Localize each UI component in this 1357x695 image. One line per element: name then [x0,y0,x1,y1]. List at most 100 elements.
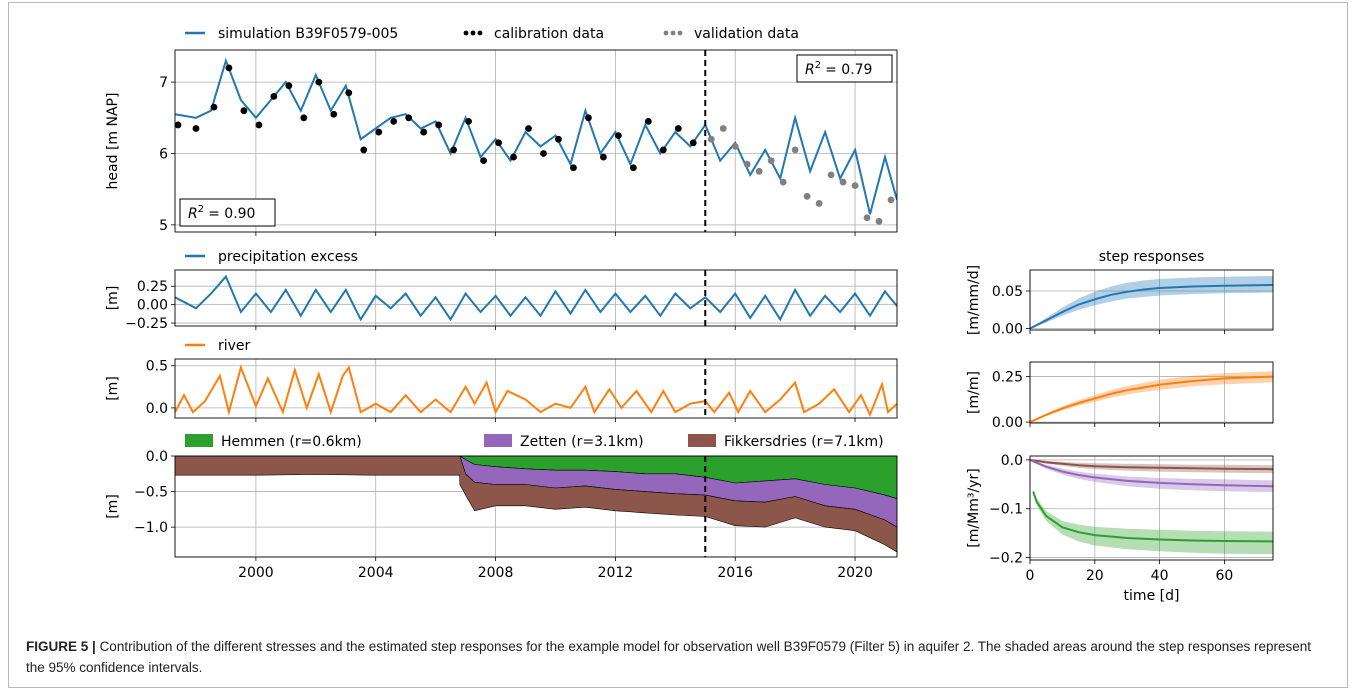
step_precipitation-ytick-label: 0.00 [992,322,1023,338]
legend-label: calibration data [494,26,604,42]
step_precipitation-frame [1029,269,1274,331]
precipitation-line [175,274,897,322]
step_precipitation-ylabel: [m/mm/d] [966,265,982,335]
step_wells-response-line [1030,458,1273,471]
validation-point [815,200,823,207]
legend-dot [470,30,476,36]
step_wells-confidence-band [1030,459,1273,474]
wells-xtick-label: 2008 [478,565,514,581]
precipitation-legend-label: precipitation excess [218,249,358,265]
step_wells-xtick-label: 20 [1086,568,1104,584]
validation-point [743,160,751,168]
wells-xtick-label: 2016 [717,565,753,581]
calibration-point [360,146,368,154]
step_wells-ylabel: [m/Mm³/yr] [966,468,982,547]
validation-point [851,182,859,190]
step_precipitation-confidence-band [1030,276,1273,329]
calibration-point [585,114,592,122]
calibration-point [405,114,413,122]
calibration-point [330,110,338,118]
validation-point [779,178,787,186]
simulation-line [175,57,897,215]
legend-dot [477,30,483,36]
r2-symbol: R [805,62,815,78]
head-ylabel: head [m NAP] [105,93,121,190]
step_wells-response-line [1032,491,1273,543]
river-ytick-label: 0.5 [146,359,168,375]
calibration-point [255,121,263,129]
calibration-point [192,125,200,132]
validation-point [887,196,895,204]
step_river-axes: 0.00 0.25 [m/m] [966,362,1273,431]
calibration-point [555,135,562,143]
validation-point [731,142,739,150]
caption-label: FIGURE 5 | [26,639,96,654]
calibration-point [465,117,472,125]
step_wells-ytick-label: −0.2 [989,551,1023,567]
precipitation-axes: 0.25 0.00 −0.25[m] [105,270,897,332]
wells-data [175,456,897,553]
legend-label: Hemmen (r=0.6km) [221,434,362,450]
legend-dot [463,30,469,36]
step_precipitation-ytick-label: 0.05 [992,284,1023,300]
calibration-point [570,164,577,172]
calibration-point [480,157,487,165]
step_river-data [1030,371,1273,423]
wells-ytick-label: 0.0 [146,449,168,465]
head-data [175,57,897,225]
calibration-point [450,146,458,154]
wells-frame [174,455,898,558]
legend-swatch [688,434,716,447]
calibration-point [300,114,308,122]
calibration-point [270,92,278,100]
step_river-confidence-band [1030,371,1273,423]
head-axes: 5 6 7 head [m NAP] [105,50,897,236]
step_wells-xtick-label: 60 [1215,568,1233,584]
head-ytick-label: 5 [159,218,168,234]
figure-caption: FIGURE 5 | Contribution of the different… [26,636,1316,678]
r2-exponent: 2 [815,60,821,71]
head-frame [174,49,898,233]
wells-ylabel: [m] [105,494,121,519]
validation-point [719,125,727,132]
calibration-point [614,132,622,140]
calibration-point [525,125,532,132]
legend-label: validation data [694,26,799,42]
step_wells-axes: 0.0 −0.1 −0.20 20 40 60 [m/Mm³/yr] time [d] [966,453,1273,604]
step_wells-response-line [1030,458,1273,488]
river-frame [174,358,898,419]
calibration-point [510,153,517,161]
step_wells-xlabel: time [d] [1124,588,1180,604]
wells-xtick-label: 2020 [837,565,873,581]
validation-point [875,217,883,225]
calibration-point [644,117,652,125]
validation-point [827,171,835,179]
step_precipitation-axes: 0.00 0.05 [m/mm/d] step responses [966,249,1273,338]
calibration-point [345,89,353,97]
fikkersdries-area [175,456,897,553]
step_river-ytick-label: 0.00 [992,415,1023,431]
step_wells-xtick-label: 0 [1026,568,1035,584]
calibration-point [175,121,182,129]
step_wells-xtick-label: 40 [1151,568,1169,584]
calibration-point [689,139,697,147]
step_precipitation-title: step responses [1099,249,1205,265]
head-legend: simulation B39F0579-005 calibration data v… [185,26,799,42]
calibration-point [674,125,682,132]
precipitation-ytick-label: −0.25 [125,316,168,332]
step_wells-confidence-band [1033,489,1273,555]
river-ylabel: [m] [105,376,121,401]
calibration-point [285,82,293,90]
step_wells-data [1030,458,1273,555]
calibration-point [420,128,428,136]
calibration-point [540,150,547,157]
calibration-point [495,139,502,147]
caption-text: Contribution of the different stresses a… [26,639,1312,675]
validation-point [707,135,715,143]
legend-swatch [185,434,213,447]
calibration-point [240,107,248,115]
calibration-point [435,121,443,129]
wells-ytick-label: −0.5 [134,485,168,501]
wells-xtick-label: 2000 [238,565,274,581]
step_precipitation-response-line [1030,284,1273,330]
